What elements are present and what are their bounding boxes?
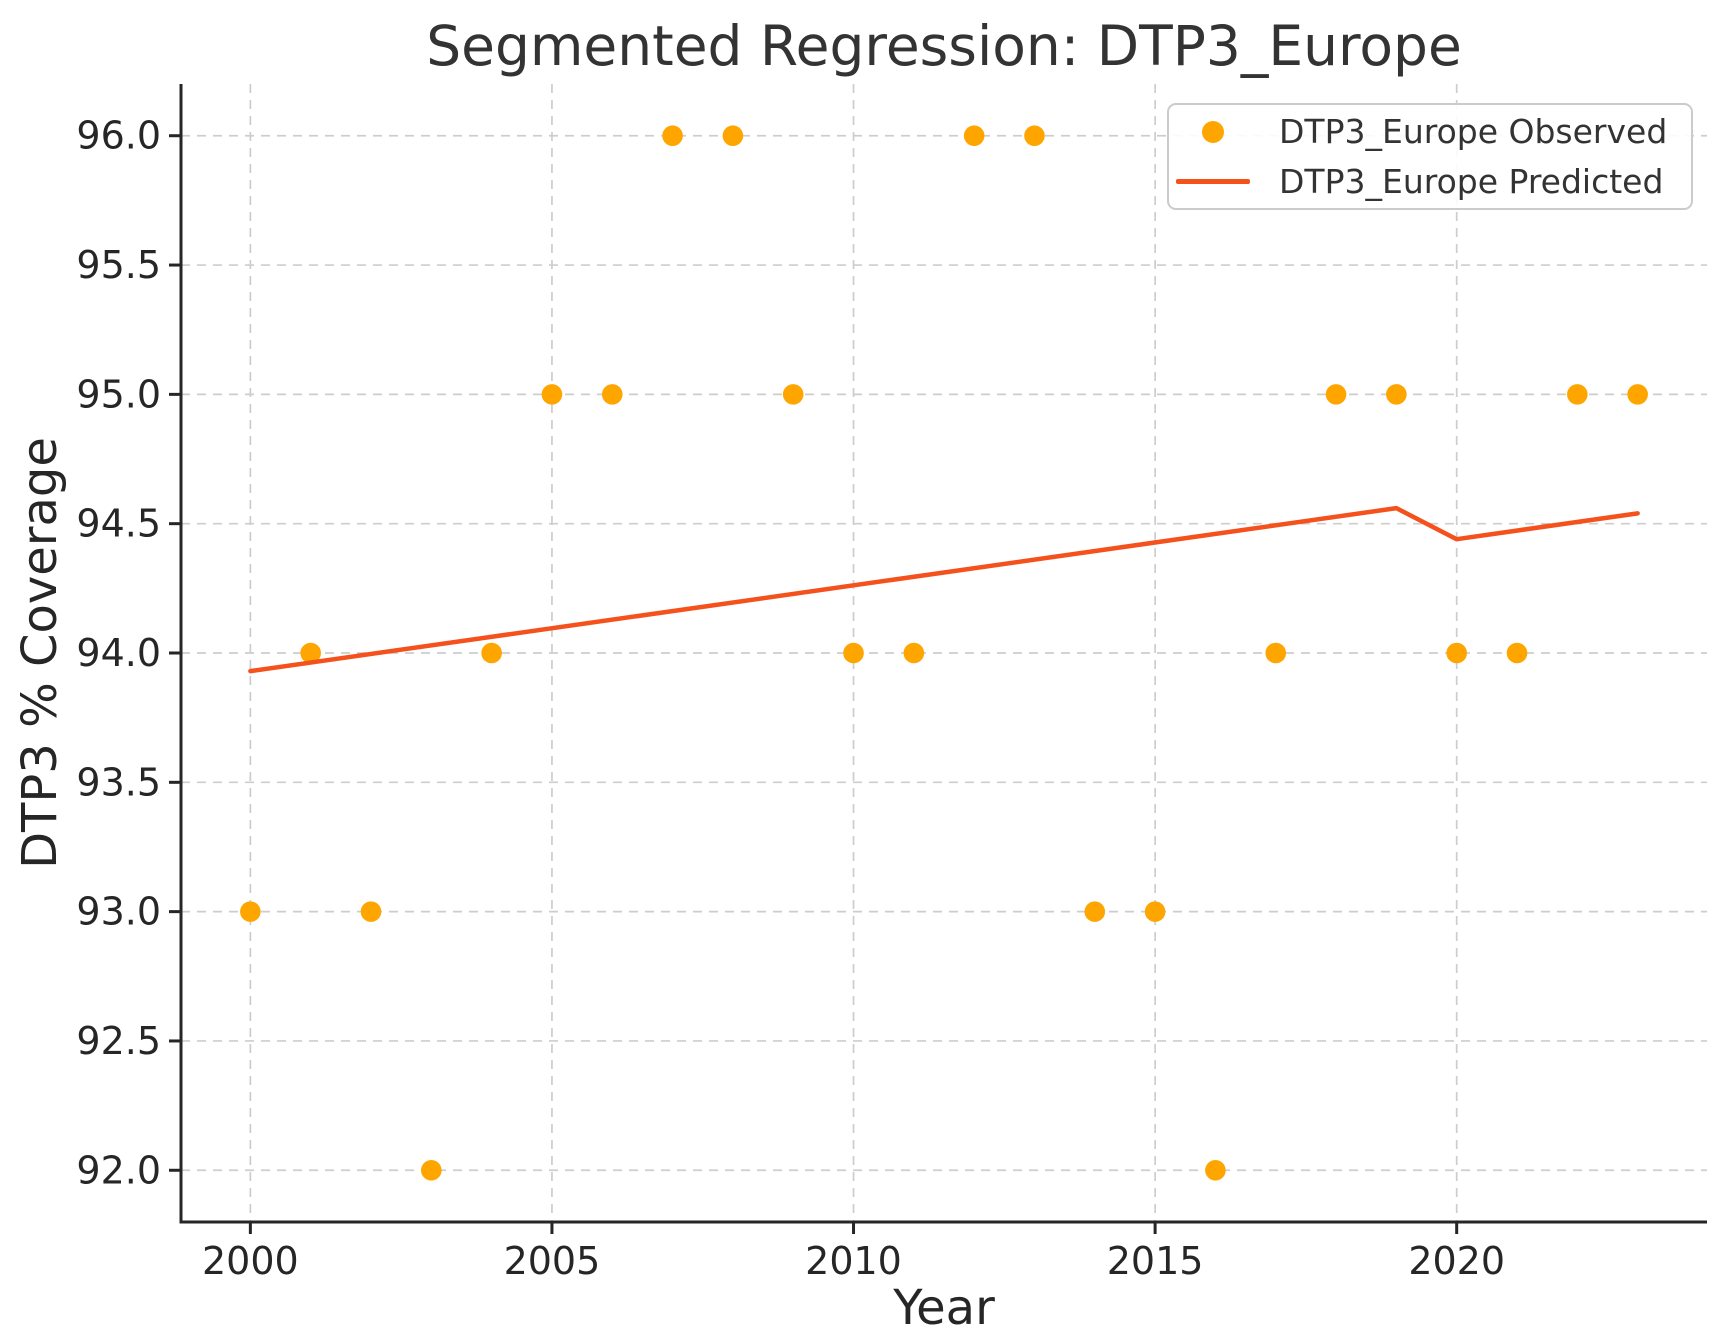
predicted-line: [248, 505, 1640, 674]
legend-swatch: [1169, 179, 1257, 184]
x-axis-label: Year: [893, 1280, 995, 1336]
y-tick-label: 96.0: [76, 114, 161, 158]
observed-point: [1506, 642, 1528, 664]
x-tick-label: 2005: [504, 1239, 601, 1283]
observed-point: [421, 1159, 442, 1181]
y-tick-label: 95.5: [76, 243, 161, 287]
y-tick-label: 93.0: [76, 890, 161, 934]
observed-point: [1325, 384, 1347, 405]
x-tick-label: 2000: [202, 1239, 299, 1283]
x-tick-label: 2015: [1107, 1239, 1204, 1283]
observed-point: [481, 642, 502, 664]
x-tick-label: 2010: [805, 1239, 902, 1283]
observed-point: [1024, 125, 1045, 147]
observed-point: [1265, 642, 1287, 664]
y-tick-label: 93.5: [76, 760, 161, 804]
observed-point: [782, 384, 804, 405]
legend-label-observed: DTP3_Europe Observed: [1279, 112, 1668, 151]
y-tick-label: 92.5: [76, 1019, 161, 1063]
observed-point: [240, 901, 261, 922]
observed-point: [1144, 901, 1166, 922]
observed-point: [1386, 384, 1407, 405]
observed-point: [1627, 384, 1648, 405]
legend-swatch: [1169, 120, 1257, 143]
legend-label-predicted: DTP3_Europe Predicted: [1279, 162, 1664, 201]
observed-point: [300, 642, 321, 664]
observed-point: [722, 125, 744, 147]
observed-point: [1084, 901, 1106, 922]
observed-point: [1205, 1159, 1226, 1181]
legend-item-predicted: DTP3_Europe Predicted: [1169, 162, 1691, 202]
observed-point: [360, 901, 382, 922]
y-tick-label: 94.0: [76, 631, 161, 675]
x-tick-label: 2020: [1408, 1239, 1505, 1283]
y-tick-label: 92.0: [76, 1148, 161, 1192]
chart-title: Segmented Regression: DTP3_Europe: [426, 14, 1462, 78]
observed-point: [1446, 642, 1467, 664]
y-tick-label: 95.0: [76, 372, 161, 416]
legend-item-observed: DTP3_Europe Observed: [1169, 112, 1691, 152]
observed-marker-icon: [1202, 120, 1224, 143]
observed-point: [963, 125, 985, 147]
observed-point: [903, 642, 925, 664]
observed-point: [1567, 384, 1588, 405]
y-tick-label: 94.5: [76, 502, 161, 546]
legend: DTP3_Europe Observed DTP3_Europe Predict…: [1167, 103, 1693, 210]
observed-point: [541, 384, 563, 405]
predicted-marker-icon: [1176, 179, 1250, 184]
y-axis-label: DTP3 % Coverage: [12, 437, 68, 869]
observed-point: [843, 642, 864, 664]
observed-point: [601, 384, 623, 405]
observed-point: [662, 125, 683, 147]
